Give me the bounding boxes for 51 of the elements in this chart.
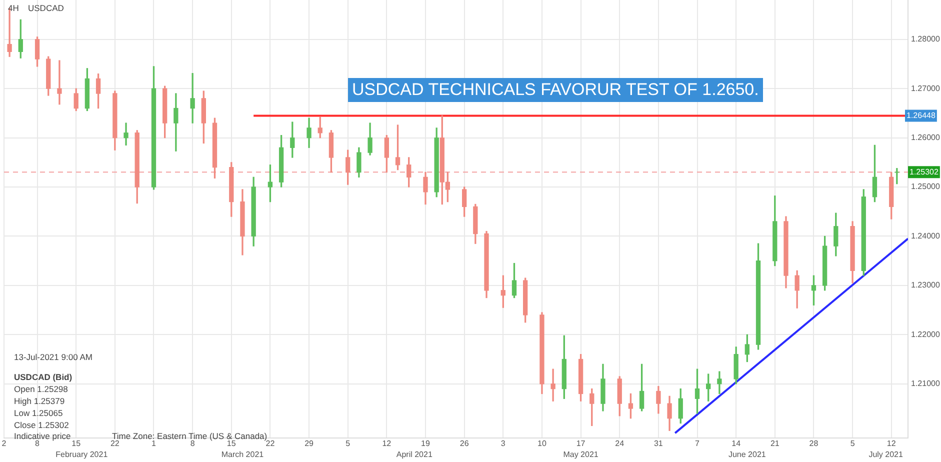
- x2-tick-label: February 2021: [56, 450, 108, 459]
- x-tick-label: 5: [850, 439, 856, 448]
- x2-tick-label: March 2021: [221, 450, 264, 459]
- x-tick-label: 14: [732, 439, 742, 448]
- ref-line-label: 1.25302: [910, 167, 939, 176]
- annotation: Time Zone: Eastern Time (US & Canada): [112, 431, 268, 441]
- x-tick-label: 12: [382, 439, 392, 448]
- data-label: 1.26448: [906, 110, 936, 120]
- x-tick-label: 21: [770, 439, 780, 448]
- x2-tick-label: May 2021: [563, 450, 598, 459]
- x-tick-label: 3: [500, 439, 506, 448]
- x-tick-label: 7: [695, 439, 700, 448]
- x-tick-label: 31: [654, 439, 664, 448]
- x-tick-label: 12: [886, 439, 896, 448]
- x-tick-label: 8: [35, 439, 40, 448]
- x2-tick-label: April 2021: [396, 450, 432, 459]
- annotation: USDCAD (Bid): [14, 372, 72, 382]
- x-tick-label: 15: [226, 439, 236, 448]
- x-tick-label: 10: [538, 439, 547, 448]
- x2-tick-label: June 2021: [728, 450, 766, 459]
- x-tick-label: 15: [72, 439, 82, 448]
- x2-tick-label: July 2021: [868, 450, 903, 459]
- y-tick-label: 1.25000: [911, 182, 940, 192]
- x-tick-label: 22: [266, 439, 276, 448]
- annotation: Close 1.25302: [14, 420, 69, 430]
- x-tick-label: 17: [576, 439, 586, 448]
- annotation: High 1.25379: [14, 396, 65, 406]
- x-tick-label: 1: [152, 439, 157, 448]
- y-tick-label: 1.22000: [911, 330, 940, 339]
- y-tick-label: 1.26000: [911, 133, 940, 142]
- x-tick-label: 24: [615, 439, 625, 448]
- x-tick-label: 22: [110, 439, 120, 448]
- chart-title: USDCAD: [28, 3, 64, 13]
- x-tick-label: 8: [190, 439, 196, 448]
- x-tick-label: 5: [346, 439, 351, 448]
- y-tick-label: 1.24000: [911, 231, 940, 240]
- y-tick-label: 1.23000: [911, 280, 940, 290]
- x-tick-label: 28: [809, 439, 819, 448]
- y-tick-label: 1.21000: [911, 379, 940, 388]
- y-tick-label: 1.27000: [911, 84, 940, 93]
- x-tick-label: 26: [460, 439, 470, 448]
- annotation: Indicative price: [14, 431, 71, 441]
- chart-subtitle: 4H: [8, 3, 19, 13]
- x-tick-label: 19: [421, 439, 430, 448]
- annotation: USDCAD TECHNICALS FAVORUR TEST OF 1.2650.: [348, 78, 763, 102]
- y-tick-label: 1.28000: [911, 34, 940, 44]
- x-tick-label: 2: [2, 439, 7, 448]
- annotation: 13-Jul-2021 9:00 AM: [14, 352, 92, 362]
- annotation: Open 1.25298: [14, 384, 68, 394]
- x-tick-label: 29: [304, 439, 314, 448]
- annotation: Low 1.25065: [14, 408, 63, 418]
